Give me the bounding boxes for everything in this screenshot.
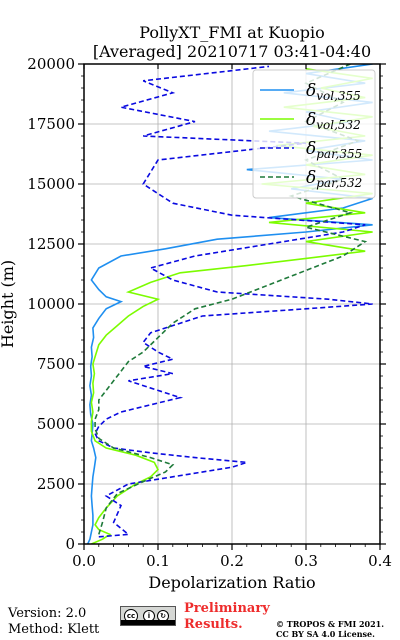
- y-tick-label: 12500: [27, 235, 75, 253]
- y-tick-label: 17500: [27, 115, 75, 133]
- x-tick-label: 0.2: [220, 552, 244, 570]
- cc-license-badge: cc i ↻: [120, 606, 176, 626]
- legend-box: [252, 69, 376, 199]
- y-axis-label: Height (m): [0, 260, 17, 348]
- series-line-par-355: [94, 65, 373, 538]
- preliminary-results: Preliminary Results.: [184, 601, 270, 633]
- copyright-line1: © TROPOS & FMI 2021.: [276, 619, 385, 629]
- y-tick-label: 2500: [37, 475, 75, 493]
- y-tick-label: 5000: [37, 415, 75, 433]
- preliminary-line2: Results.: [184, 617, 243, 632]
- x-tick-label: 0.0: [72, 552, 96, 570]
- x-tick-label: 0.4: [368, 552, 392, 570]
- legend-label: δvol,355: [306, 81, 361, 103]
- copyright-notice: © TROPOS & FMI 2021. CC BY SA 4.0 Licens…: [276, 619, 384, 639]
- y-tick-label: 7500: [37, 355, 75, 373]
- legend: δvol,355 δvol,532 δpar,355 δpar,532: [252, 69, 376, 199]
- chart-title-line2: [Averaged] 20210717 03:41-04:40: [93, 42, 371, 61]
- version-text: Version: 2.0: [8, 606, 87, 621]
- y-tick-label: 10000: [27, 295, 75, 313]
- x-tick-label: 0.1: [146, 552, 170, 570]
- legend-label: δpar,532: [306, 168, 362, 190]
- chart-title-line1: PollyXT_FMI at Kuopio: [139, 23, 325, 42]
- y-tick-label: 0: [65, 535, 75, 553]
- legend-label: δpar,355: [306, 139, 362, 161]
- method-text: Method: Klett: [8, 622, 100, 637]
- y-tick-label: 20000: [27, 55, 75, 73]
- copyright-line2: CC BY SA 4.0 License.: [276, 629, 375, 639]
- legend-label: δvol,532: [306, 110, 361, 132]
- x-tick-label: 0.3: [294, 552, 318, 570]
- y-tick-label: 15000: [27, 175, 75, 193]
- depolarization-chart: PollyXT_FMI at Kuopio [Averaged] 2021071…: [0, 23, 392, 592]
- preliminary-line1: Preliminary: [184, 601, 270, 616]
- x-axis-label: Depolarization Ratio: [148, 573, 315, 592]
